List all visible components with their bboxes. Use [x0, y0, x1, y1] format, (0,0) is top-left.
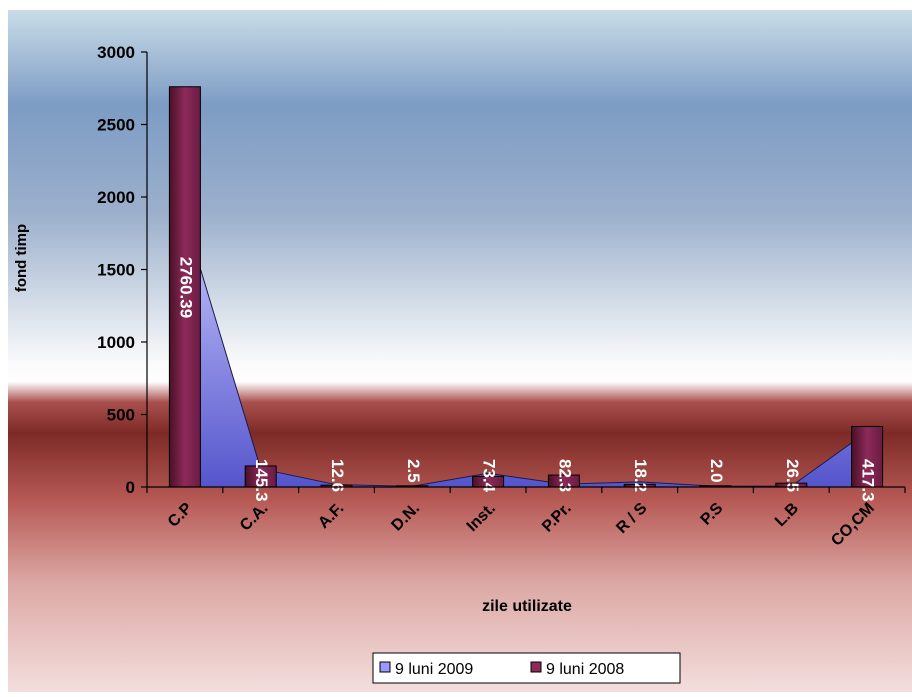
- y-tick-label-1: 500: [107, 406, 135, 425]
- y-axis-title: fond timp: [13, 224, 30, 292]
- legend-swatch-1: [531, 662, 541, 672]
- bar-label-3: 2.5: [404, 459, 423, 483]
- chart-background: [8, 10, 912, 692]
- bar-label-7: 2.0: [707, 459, 726, 483]
- y-tick-label-0: 0: [126, 478, 135, 497]
- x-axis-title: zile utilizate: [482, 598, 572, 615]
- legend-label-1: 9 luni 2008: [546, 661, 624, 678]
- legend: 9 luni 2009 9 luni 2008: [373, 653, 680, 683]
- legend-label-0: 9 luni 2009: [395, 661, 473, 678]
- y-tick-label-6: 3000: [97, 43, 135, 62]
- y-tick-label-2: 1000: [97, 333, 135, 352]
- y-tick-label-5: 2500: [97, 116, 135, 135]
- bar-label-1: 145.3: [252, 459, 271, 502]
- bar-label-9: 417.3: [859, 459, 878, 502]
- bar-label-0: 2760.39: [176, 257, 195, 318]
- y-tick-label-3: 1500: [97, 261, 135, 280]
- legend-swatch-0: [380, 662, 390, 672]
- y-tick-label-4: 2000: [97, 188, 135, 207]
